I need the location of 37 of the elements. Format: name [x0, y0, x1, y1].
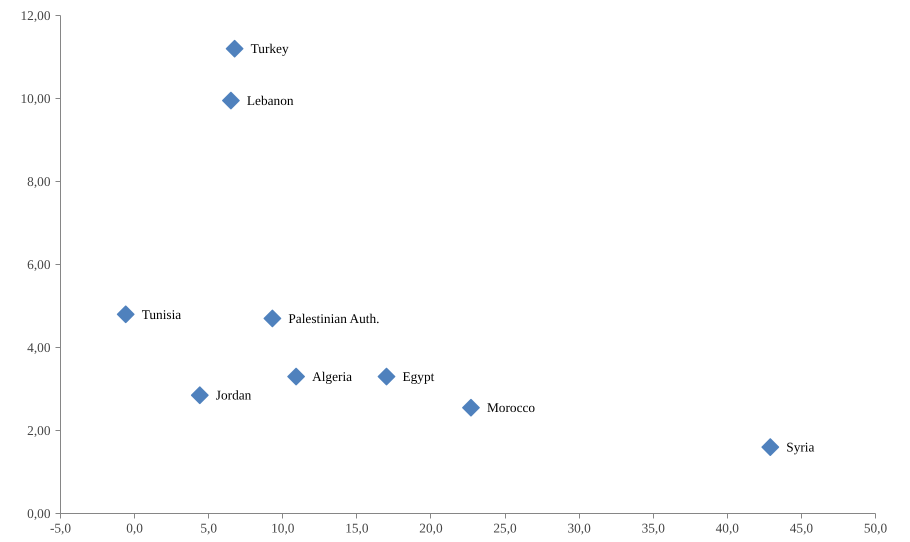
point: [222, 92, 240, 110]
point: [116, 305, 135, 324]
point: [263, 309, 282, 328]
annotation: Jordan: [216, 388, 252, 403]
x-tick-label: 15,0: [345, 520, 369, 536]
point: [226, 40, 244, 58]
y-tick-label: 12,00: [20, 8, 51, 23]
annotation: Lebanon: [246, 93, 294, 108]
y-tick-label: 4,00: [27, 340, 51, 355]
x-tick-label: 45,0: [790, 520, 814, 536]
y-tick-label: 10,00: [20, 91, 51, 106]
x-tick-label: 50,0: [864, 520, 888, 536]
x-tick-label: 40,0: [716, 520, 740, 536]
y-tick-label: 2,00: [27, 423, 51, 438]
point: [190, 386, 209, 404]
x-tick-label: 25,0: [493, 520, 518, 536]
annotation: Turkey: [250, 41, 289, 56]
annotation: Egypt: [402, 369, 435, 384]
annotation: Syria: [786, 440, 815, 455]
annotation: Algeria: [312, 369, 352, 384]
point: [462, 398, 480, 417]
y-tick-label: 8,00: [27, 174, 51, 189]
x-tick-label: 35,0: [642, 520, 666, 536]
point: [378, 368, 396, 386]
point: [761, 438, 780, 456]
x-tick-label: 20,0: [419, 520, 443, 536]
annotation: Morocco: [486, 400, 536, 416]
annotation: Tunisia: [142, 306, 182, 322]
x-tick-label: 5,0: [200, 520, 218, 536]
x-tick-label: 10,0: [271, 520, 295, 536]
x-tick-label: 0,0: [126, 520, 144, 536]
y-tick-label: 0,00: [27, 506, 51, 521]
x-tick-label: -5,0: [50, 520, 72, 536]
y-tick-label: 6,00: [27, 257, 51, 272]
annotation: Palestinian Auth.: [288, 310, 380, 326]
point: [287, 368, 306, 386]
x-tick-label: 30,0: [567, 520, 592, 536]
